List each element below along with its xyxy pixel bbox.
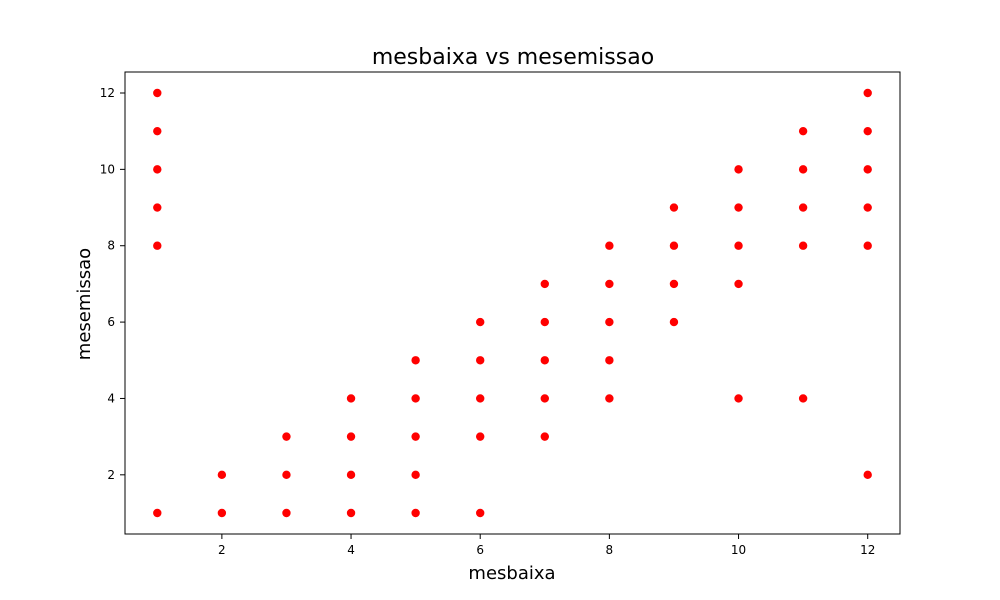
- scatter-point: [153, 126, 162, 136]
- x-tick-label: 10: [731, 543, 746, 557]
- scatter-point: [217, 508, 227, 518]
- x-axis-ticks: 2 4 6 8 10 12: [218, 534, 875, 557]
- scatter-point: [153, 165, 162, 174]
- x-tick-label: 8: [606, 543, 614, 557]
- scatter-point: [605, 279, 614, 289]
- scatter-point: [282, 508, 291, 518]
- x-tick-label: 2: [218, 543, 226, 557]
- scatter-point: [605, 356, 614, 365]
- y-tick-label: 8: [107, 239, 115, 253]
- scatter-point: [476, 432, 485, 441]
- scatter-point: [734, 394, 743, 403]
- scatter-point: [669, 241, 679, 250]
- scatter-point: [411, 432, 420, 441]
- chart-title: mesbaixa vs mesemissao: [372, 45, 654, 70]
- y-tick-label: 12: [100, 86, 115, 100]
- scatter-point: [798, 241, 808, 250]
- scatter-point: [798, 165, 808, 174]
- y-axis-ticks: 2 4 6 8 10 12: [100, 86, 125, 482]
- scatter-point: [863, 470, 872, 480]
- scatter-point: [798, 126, 808, 136]
- scatter-point: [605, 317, 614, 327]
- scatter-point: [476, 394, 485, 403]
- scatter-point: [153, 241, 162, 250]
- scatter-point: [669, 317, 679, 327]
- scatter-point: [153, 203, 162, 212]
- scatter-point: [476, 356, 485, 365]
- x-tick-label: 6: [476, 543, 484, 557]
- scatter-point: [217, 470, 227, 480]
- scatter-point: [346, 394, 356, 403]
- scatter-point: [863, 203, 872, 212]
- y-axis-label: mesemissao: [74, 248, 95, 360]
- scatter-point: [476, 317, 485, 327]
- scatter-point: [863, 88, 872, 98]
- scatter-point: [411, 470, 420, 480]
- y-tick-label: 4: [107, 391, 115, 405]
- scatter-point: [282, 470, 291, 480]
- scatter-point: [540, 317, 549, 327]
- scatter-point: [476, 508, 485, 518]
- scatter-point: [540, 432, 549, 441]
- y-tick-label: 6: [107, 315, 115, 329]
- scatter-point: [540, 356, 549, 365]
- scatter-point: [863, 126, 872, 136]
- y-tick-label: 2: [107, 468, 115, 482]
- scatter-point: [346, 432, 356, 441]
- scatter-point: [734, 203, 743, 212]
- scatter-point: [863, 165, 872, 174]
- scatter-point: [605, 241, 614, 250]
- scatter-point: [153, 508, 162, 518]
- scatter-point: [669, 279, 679, 289]
- scatter-point: [346, 508, 356, 518]
- scatter-point: [605, 394, 614, 403]
- scatter-point: [346, 470, 356, 480]
- scatter-point: [734, 279, 743, 289]
- scatter-point: [411, 508, 420, 518]
- scatter-point: [540, 279, 549, 289]
- scatter-point: [153, 88, 162, 98]
- scatter-point: [540, 394, 549, 403]
- plot-area: [124, 71, 901, 535]
- x-tick-label: 4: [347, 543, 355, 557]
- scatter-point: [411, 394, 420, 403]
- scatter-point: [669, 203, 679, 212]
- scatter-point: [863, 241, 872, 250]
- y-tick-label: 10: [100, 162, 115, 176]
- scatter-point: [734, 241, 743, 250]
- scatter-point: [411, 356, 420, 365]
- x-axis-label: mesbaixa: [468, 563, 555, 584]
- scatter-point: [798, 394, 808, 403]
- scatter-point: [282, 432, 291, 441]
- scatter-point: [798, 203, 808, 212]
- data-points: [153, 88, 872, 518]
- scatter-point: [734, 165, 743, 174]
- x-tick-label: 12: [860, 543, 875, 557]
